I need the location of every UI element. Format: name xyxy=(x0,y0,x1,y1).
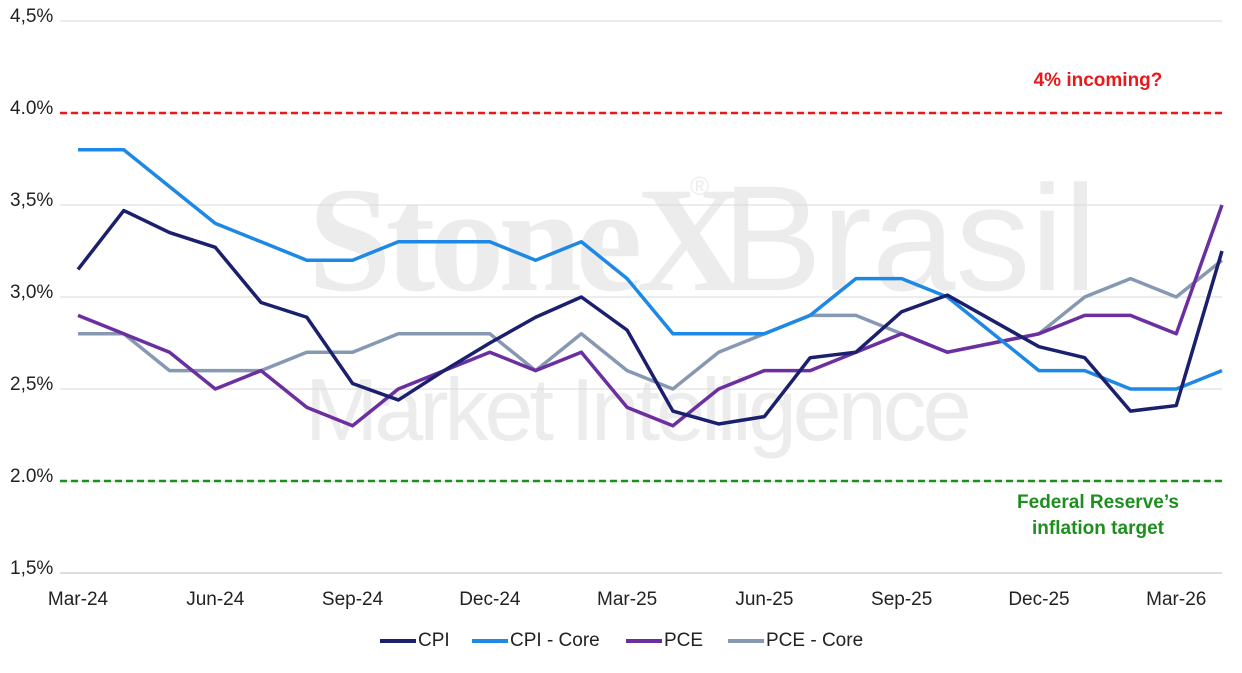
y-tick-label: 2,5% xyxy=(10,374,53,395)
y-tick-label: 1,5% xyxy=(10,558,53,579)
watermark-mark: ® xyxy=(690,171,709,201)
watermark-region: Brasil xyxy=(722,154,1097,322)
watermark-brand: StoneX xyxy=(308,157,743,323)
y-tick-label: 3,5% xyxy=(10,190,53,211)
y-tick-label: 3,0% xyxy=(10,282,53,303)
y-tick-label: 4,5% xyxy=(10,6,53,27)
reference-label: 4% incoming? xyxy=(1034,70,1163,91)
reference-label: inflation target xyxy=(1032,518,1165,539)
legend-label: CPI - Core xyxy=(510,630,600,651)
x-tick-label: Mar-26 xyxy=(1146,589,1206,610)
x-tick-label: Dec-25 xyxy=(1008,589,1069,610)
y-tick-label: 2.0% xyxy=(10,466,53,487)
series-line xyxy=(77,204,1224,428)
legend-label: PCE - Core xyxy=(766,630,863,651)
y-tick-label: 4.0% xyxy=(10,98,53,119)
x-tick-label: Jun-24 xyxy=(186,589,245,610)
legend-label: PCE xyxy=(664,630,703,651)
x-tick-label: Mar-25 xyxy=(597,589,657,610)
x-tick-label: Dec-24 xyxy=(459,589,521,610)
reference-label: Federal Reserve’s xyxy=(1017,492,1179,513)
series-line xyxy=(78,148,1223,391)
legend-label: CPI xyxy=(418,630,450,651)
series-line xyxy=(76,208,1224,426)
x-tick-label: Mar-24 xyxy=(48,589,109,610)
x-tick-label: Sep-24 xyxy=(322,589,384,610)
x-tick-label: Sep-25 xyxy=(871,589,932,610)
x-tick-label: Jun-25 xyxy=(735,589,793,610)
